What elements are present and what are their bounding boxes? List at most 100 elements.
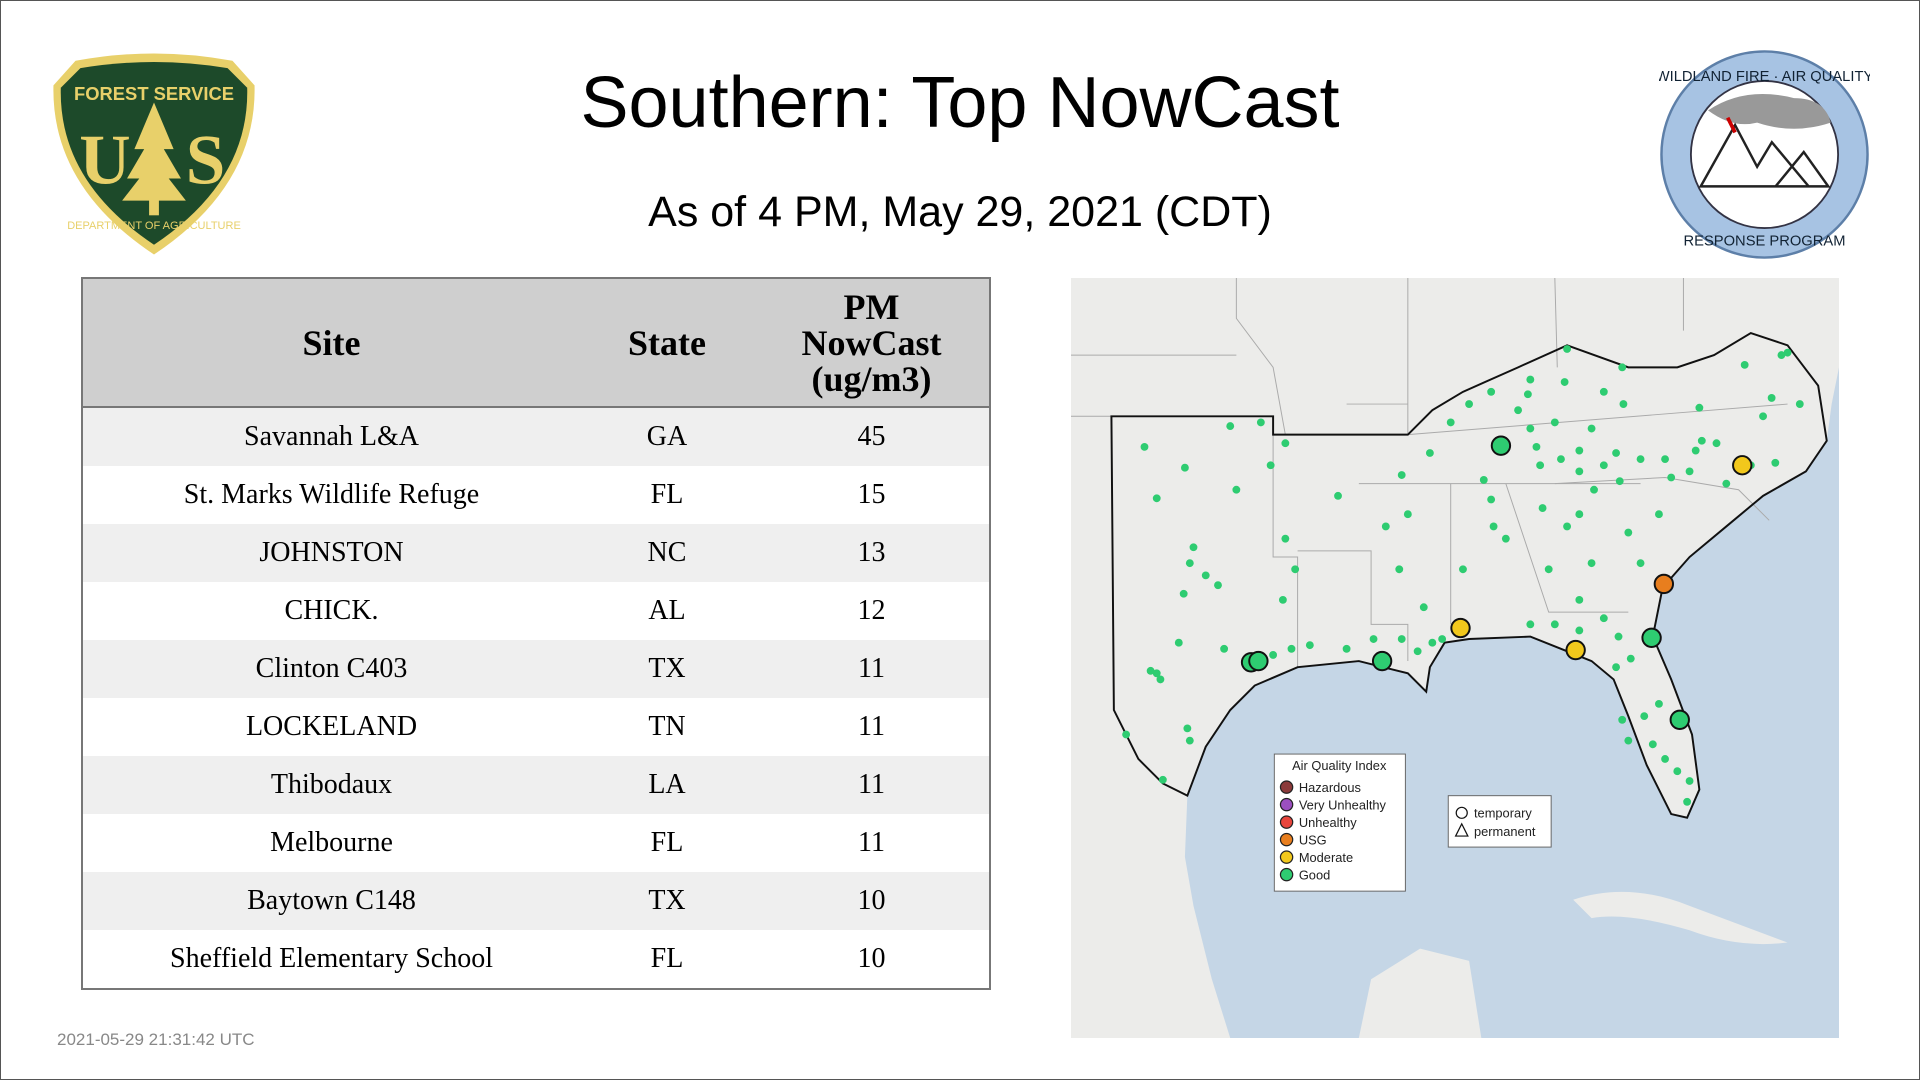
monitor-dot[interactable] <box>1655 510 1663 519</box>
top-site-marker[interactable] <box>1248 650 1269 672</box>
monitor-dot[interactable] <box>1397 635 1406 643</box>
monitor-dot[interactable] <box>1648 740 1657 749</box>
monitor-dot[interactable] <box>1640 712 1649 721</box>
top-site-marker[interactable] <box>1565 639 1586 661</box>
monitor-dot[interactable] <box>1557 455 1565 464</box>
monitor-dot[interactable] <box>1487 495 1496 504</box>
top-site-marker[interactable] <box>1653 573 1675 595</box>
monitor-dot[interactable] <box>1465 400 1474 408</box>
monitor-dot[interactable] <box>1550 620 1559 629</box>
monitor-dot[interactable] <box>1232 485 1241 494</box>
monitor-dot[interactable] <box>1587 424 1596 433</box>
monitor-dot[interactable] <box>1291 565 1300 574</box>
monitor-dot[interactable] <box>1560 378 1569 386</box>
monitor-dot[interactable] <box>1618 363 1627 372</box>
monitor-dot[interactable] <box>1612 449 1620 457</box>
monitor-dot[interactable] <box>1771 458 1780 467</box>
monitor-dot[interactable] <box>1615 477 1624 486</box>
monitor-dot[interactable] <box>1614 632 1623 641</box>
monitor-dot[interactable] <box>1526 620 1535 629</box>
monitor-dot[interactable] <box>1795 400 1804 408</box>
monitor-dot[interactable] <box>1685 467 1694 476</box>
top-site-marker[interactable] <box>1450 617 1471 639</box>
monitor-dot[interactable] <box>1174 638 1183 647</box>
monitor-dot[interactable] <box>1636 455 1645 464</box>
monitor-dot[interactable] <box>1626 654 1635 663</box>
monitor-dot[interactable] <box>1590 485 1598 494</box>
top-site-marker[interactable] <box>1641 627 1662 648</box>
monitor-dot[interactable] <box>1185 736 1194 745</box>
monitor-dot[interactable] <box>1550 418 1559 427</box>
monitor-dot[interactable] <box>1226 422 1235 430</box>
monitor-dot[interactable] <box>1266 461 1275 470</box>
monitor-dot[interactable] <box>1673 767 1682 776</box>
monitor-dot[interactable] <box>1612 663 1620 672</box>
monitor-dot[interactable] <box>1459 565 1467 574</box>
monitor-dot[interactable] <box>1397 471 1406 479</box>
monitor-dot[interactable] <box>1655 699 1663 708</box>
monitor-dot[interactable] <box>1287 644 1296 653</box>
monitor-dot[interactable] <box>1122 730 1131 739</box>
monitor-dot[interactable] <box>1618 715 1627 724</box>
monitor-dot[interactable] <box>1152 494 1161 503</box>
monitor-dot[interactable] <box>1489 522 1498 531</box>
monitor-dot[interactable] <box>1599 387 1608 396</box>
monitor-dot[interactable] <box>1305 641 1314 650</box>
monitor-dot[interactable] <box>1214 581 1222 590</box>
monitor-dot[interactable] <box>1661 755 1669 763</box>
monitor-dot[interactable] <box>1152 669 1161 678</box>
monitor-dot[interactable] <box>1759 412 1767 421</box>
monitor-dot[interactable] <box>1428 638 1437 647</box>
monitor-dot[interactable] <box>1180 463 1189 472</box>
top-site-marker[interactable] <box>1490 435 1512 456</box>
monitor-dot[interactable] <box>1179 589 1188 598</box>
monitor-dot[interactable] <box>1438 635 1447 643</box>
top-site-marker[interactable] <box>1371 650 1393 672</box>
monitor-dot[interactable] <box>1334 491 1342 500</box>
monitor-dot[interactable] <box>1695 403 1704 412</box>
monitor-dot[interactable] <box>1740 360 1749 369</box>
monitor-dot[interactable] <box>1532 442 1541 451</box>
monitor-dot[interactable] <box>1220 644 1229 653</box>
monitor-dot[interactable] <box>1712 439 1721 448</box>
monitor-dot[interactable] <box>1599 614 1608 623</box>
monitor-dot[interactable] <box>1599 461 1608 470</box>
monitor-dot[interactable] <box>1683 797 1692 806</box>
aqi-map[interactable]: Air Quality Index Hazardous Very Unhealth… <box>1071 278 1839 1038</box>
monitor-dot[interactable] <box>1575 595 1584 604</box>
monitor-dot[interactable] <box>1575 446 1584 455</box>
monitor-dot[interactable] <box>1281 439 1290 448</box>
monitor-dot[interactable] <box>1536 461 1545 470</box>
top-site-marker[interactable] <box>1669 709 1690 730</box>
monitor-dot[interactable] <box>1183 724 1192 733</box>
monitor-dot[interactable] <box>1403 510 1412 519</box>
monitor-dot[interactable] <box>1156 675 1165 684</box>
monitor-dot[interactable] <box>1381 522 1390 531</box>
top-site-marker[interactable] <box>1732 455 1753 476</box>
monitor-dot[interactable] <box>1685 777 1694 785</box>
monitor-dot[interactable] <box>1767 394 1776 402</box>
monitor-dot[interactable] <box>1587 559 1596 568</box>
monitor-dot[interactable] <box>1575 510 1584 519</box>
monitor-dot[interactable] <box>1446 418 1455 427</box>
monitor-dot[interactable] <box>1201 571 1210 580</box>
monitor-dot[interactable] <box>1281 534 1290 543</box>
monitor-dot[interactable] <box>1256 418 1265 427</box>
monitor-dot[interactable] <box>1487 387 1496 396</box>
monitor-dot[interactable] <box>1514 406 1523 415</box>
monitor-dot[interactable] <box>1575 626 1584 635</box>
monitor-dot[interactable] <box>1425 449 1434 457</box>
monitor-dot[interactable] <box>1777 351 1786 360</box>
monitor-dot[interactable] <box>1185 559 1194 568</box>
monitor-dot[interactable] <box>1636 559 1645 568</box>
monitor-dot[interactable] <box>1538 504 1547 512</box>
monitor-dot[interactable] <box>1563 345 1571 353</box>
monitor-dot[interactable] <box>1526 424 1535 433</box>
monitor-dot[interactable] <box>1419 603 1428 612</box>
monitor-dot[interactable] <box>1342 644 1351 653</box>
monitor-dot[interactable] <box>1146 666 1155 675</box>
monitor-dot[interactable] <box>1413 647 1422 656</box>
monitor-dot[interactable] <box>1526 375 1535 384</box>
monitor-dot[interactable] <box>1269 651 1278 659</box>
monitor-dot[interactable] <box>1563 522 1571 531</box>
